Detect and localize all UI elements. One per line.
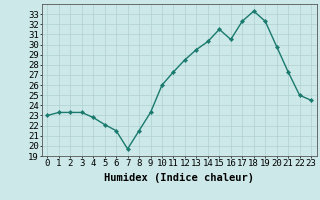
X-axis label: Humidex (Indice chaleur): Humidex (Indice chaleur)	[104, 173, 254, 183]
